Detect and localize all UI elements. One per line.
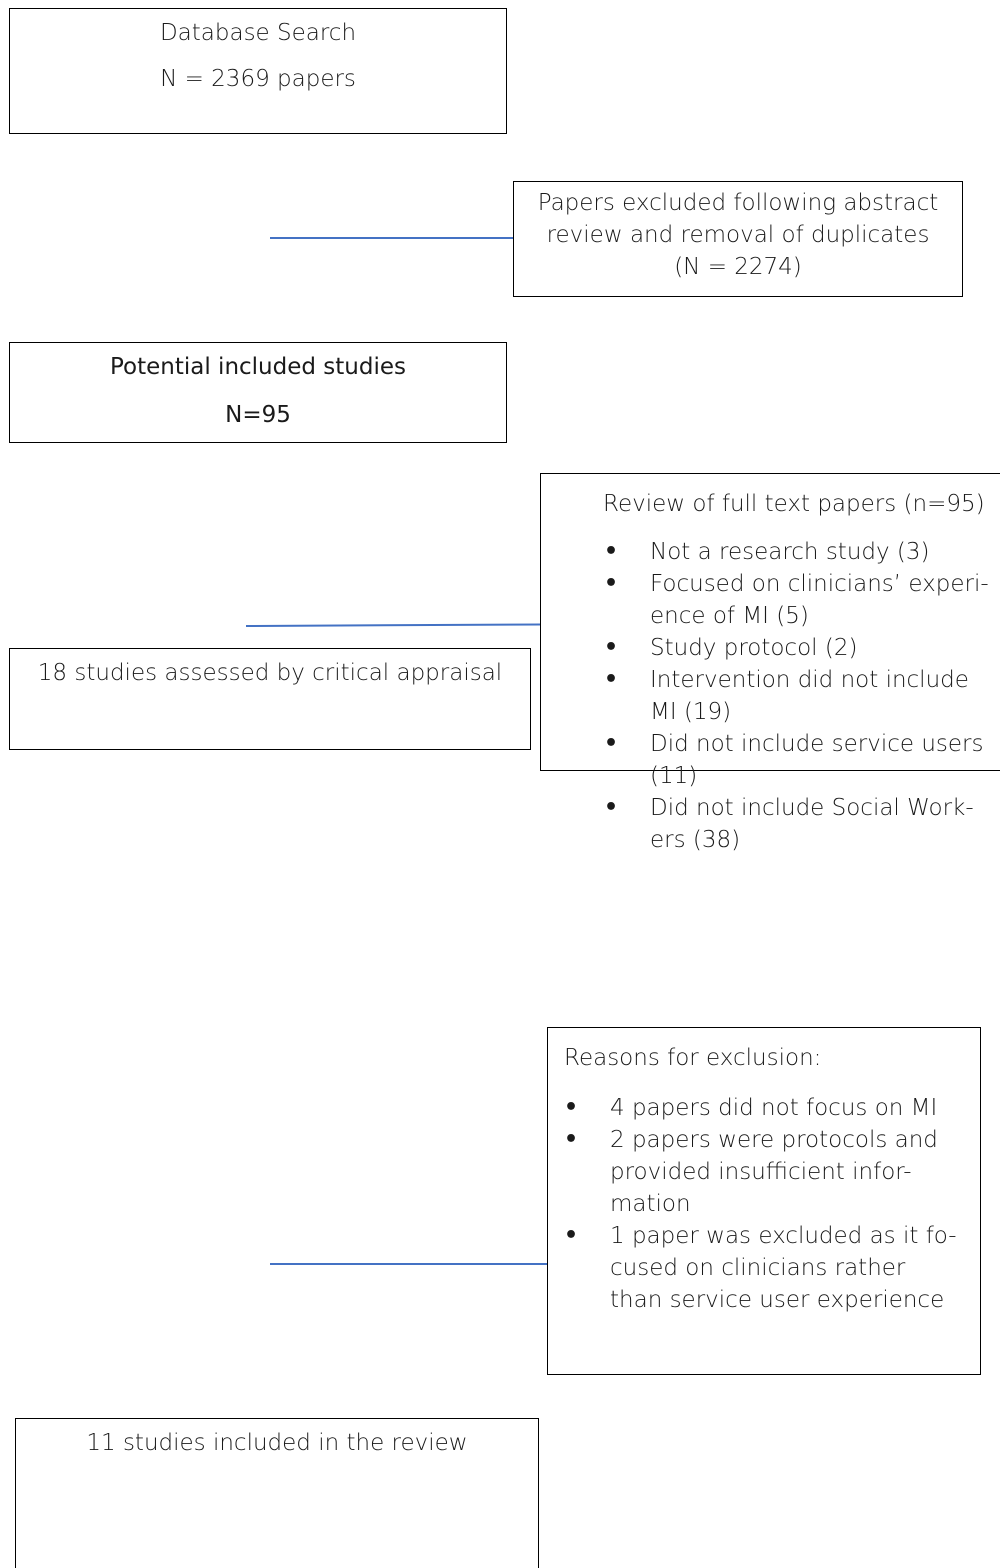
connector-line-1 xyxy=(270,237,514,239)
potential-included-box: Potential included studies N=95 xyxy=(9,342,507,443)
potential-included-count: N=95 xyxy=(225,402,291,428)
full-text-review-box: Review of full text papers (n=95) • Not a… xyxy=(540,473,1000,853)
list-item: • Did not include Social Work-ers (38) xyxy=(604,795,974,853)
connector-line-2 xyxy=(245,623,542,627)
database-search-box: Database Search N = 2369 papers xyxy=(9,8,507,134)
reasons-exclusion-box: Reasons for exclusion: • 4 papers did not… xyxy=(547,1027,981,1375)
included-review-label: 11 studies included in the review xyxy=(86,1430,468,1456)
list-item: • Did not include service users (11) xyxy=(604,731,984,789)
database-search-count: N = 2369 papers xyxy=(160,66,356,92)
list-item: • Intervention did not include MI (19) xyxy=(604,667,969,725)
list-item: • Focused on clinicians’ experi-ence of M… xyxy=(604,571,989,629)
excluded-abstract-line-2: review and removal of duplicates xyxy=(546,222,930,248)
excluded-abstract-line-1: Papers excluded following abstract xyxy=(537,190,939,216)
critical-appraisal-label: 18 studies assessed by critical appraisa… xyxy=(37,660,503,686)
critical-appraisal-box: 18 studies assessed by critical appraisa… xyxy=(9,648,531,750)
connector-line-3 xyxy=(270,1263,558,1265)
excluded-abstract-box: Papers excluded following abstract revie… xyxy=(513,181,963,297)
database-search-label: Database Search xyxy=(159,20,357,46)
list-item: • Study protocol (2) xyxy=(604,635,858,661)
full-text-review-heading: Review of full text papers (n=95) xyxy=(603,491,985,517)
reasons-exclusion-heading: Reasons for exclusion: xyxy=(564,1045,822,1071)
list-item: • 1 paper was excluded as it fo-cused on … xyxy=(564,1223,957,1313)
reasons-exclusion-list: • 4 papers did not focus on MI • 2 papers … xyxy=(564,1092,957,1316)
full-text-review-list: • Not a research study (3) • Focused on cl… xyxy=(604,536,989,856)
list-item: • 2 papers were protocols and provided ins… xyxy=(564,1127,938,1217)
excluded-abstract-line-3: (N = 2274) xyxy=(674,254,802,280)
included-review-box: 11 studies included in the review xyxy=(15,1418,539,1568)
list-item: • Not a research study (3) xyxy=(604,539,930,565)
potential-included-label: Potential included studies xyxy=(109,354,406,380)
list-item: • 4 papers did not focus on MI xyxy=(564,1095,938,1121)
